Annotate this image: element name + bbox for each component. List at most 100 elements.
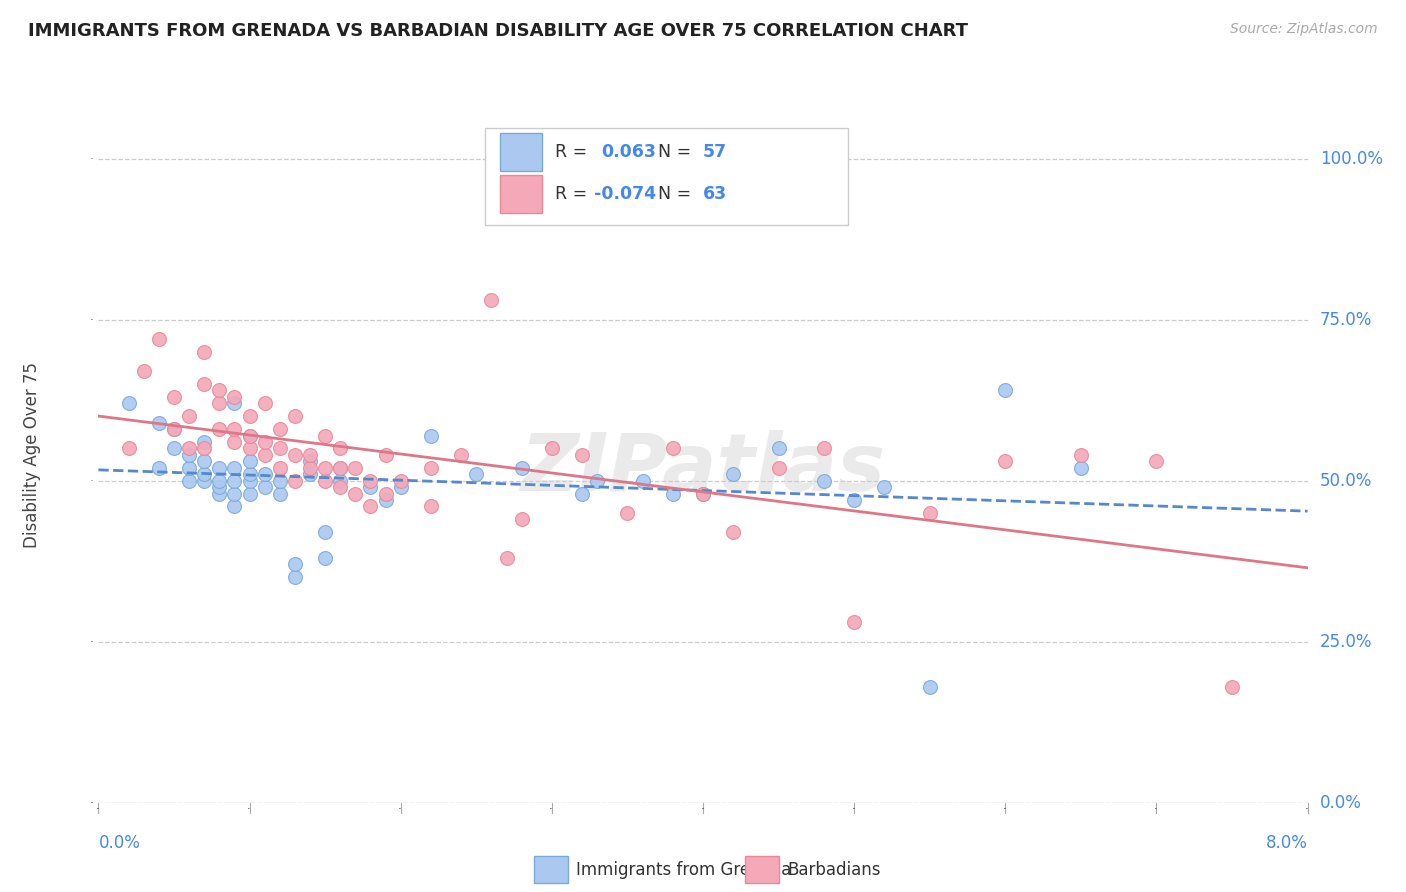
Point	[918, 506, 941, 520]
Point	[284, 558, 307, 572]
Text: Immigrants from Grenada: Immigrants from Grenada	[576, 861, 792, 879]
Text: N =: N =	[658, 144, 697, 161]
Point	[510, 512, 533, 526]
Point	[299, 454, 322, 468]
Point	[873, 480, 896, 494]
FancyBboxPatch shape	[745, 856, 779, 883]
Point	[193, 467, 215, 482]
Point	[208, 422, 231, 436]
Point	[768, 442, 790, 456]
Point	[329, 480, 352, 494]
Point	[813, 442, 835, 456]
Point	[208, 460, 231, 475]
Point	[284, 448, 307, 462]
Point	[239, 486, 262, 500]
Text: 50.0%: 50.0%	[1320, 472, 1372, 490]
Point	[132, 364, 155, 378]
Point	[253, 467, 276, 482]
Point	[314, 525, 336, 540]
Point	[495, 551, 517, 566]
Text: 75.0%: 75.0%	[1320, 310, 1372, 328]
FancyBboxPatch shape	[534, 856, 568, 883]
Point	[224, 390, 246, 404]
Point	[284, 409, 307, 424]
Point	[389, 474, 412, 488]
Point	[374, 486, 396, 500]
Point	[224, 500, 246, 514]
Point	[239, 409, 262, 424]
Point	[284, 474, 307, 488]
Point	[224, 460, 246, 475]
Point	[329, 474, 352, 488]
Point	[269, 486, 291, 500]
Point	[359, 500, 381, 514]
Point	[208, 396, 231, 410]
Point	[329, 442, 352, 456]
Text: 0.0%: 0.0%	[1320, 794, 1361, 812]
Point	[193, 474, 215, 488]
Point	[118, 396, 141, 410]
Point	[253, 435, 276, 450]
Point	[450, 448, 472, 462]
Point	[299, 467, 322, 482]
Point	[208, 480, 231, 494]
Point	[994, 454, 1017, 468]
Point	[193, 454, 215, 468]
Point	[239, 428, 262, 442]
Point	[344, 460, 367, 475]
Point	[1070, 460, 1092, 475]
Point	[692, 486, 714, 500]
Point	[284, 570, 307, 584]
Point	[419, 500, 441, 514]
Text: -0.074: -0.074	[595, 185, 657, 203]
Point	[571, 486, 593, 500]
Point	[586, 474, 609, 488]
Point	[314, 474, 336, 488]
Point	[994, 384, 1017, 398]
Text: 63: 63	[703, 185, 727, 203]
Text: Barbadians: Barbadians	[787, 861, 882, 879]
Point	[239, 428, 262, 442]
Point	[239, 454, 262, 468]
Point	[692, 486, 714, 500]
Point	[329, 460, 352, 475]
Point	[224, 486, 246, 500]
Text: R =: R =	[555, 144, 593, 161]
Point	[179, 460, 201, 475]
Text: 25.0%: 25.0%	[1320, 632, 1372, 651]
Text: IMMIGRANTS FROM GRENADA VS BARBADIAN DISABILITY AGE OVER 75 CORRELATION CHART: IMMIGRANTS FROM GRENADA VS BARBADIAN DIS…	[28, 22, 969, 40]
Point	[540, 442, 562, 456]
Point	[163, 390, 186, 404]
Point	[314, 551, 336, 566]
Point	[269, 442, 291, 456]
Point	[1070, 448, 1092, 462]
Point	[179, 442, 201, 456]
Point	[661, 486, 683, 500]
Point	[844, 615, 866, 630]
Point	[179, 448, 201, 462]
Point	[253, 396, 276, 410]
Point	[224, 422, 246, 436]
Text: 57: 57	[703, 144, 727, 161]
Point	[239, 474, 262, 488]
Point	[723, 525, 745, 540]
Point	[1144, 454, 1167, 468]
Point	[314, 428, 336, 442]
Text: 100.0%: 100.0%	[1320, 150, 1382, 168]
Text: Source: ZipAtlas.com: Source: ZipAtlas.com	[1230, 22, 1378, 37]
Point	[269, 460, 291, 475]
Point	[571, 448, 593, 462]
Point	[208, 474, 231, 488]
Text: R =: R =	[555, 185, 593, 203]
Point	[239, 467, 262, 482]
Point	[374, 493, 396, 508]
Point	[193, 377, 215, 392]
Point	[374, 448, 396, 462]
Point	[208, 384, 231, 398]
Point	[193, 344, 215, 359]
Point	[269, 422, 291, 436]
Point	[163, 442, 186, 456]
Text: N =: N =	[658, 185, 697, 203]
Point	[224, 474, 246, 488]
Point	[329, 460, 352, 475]
